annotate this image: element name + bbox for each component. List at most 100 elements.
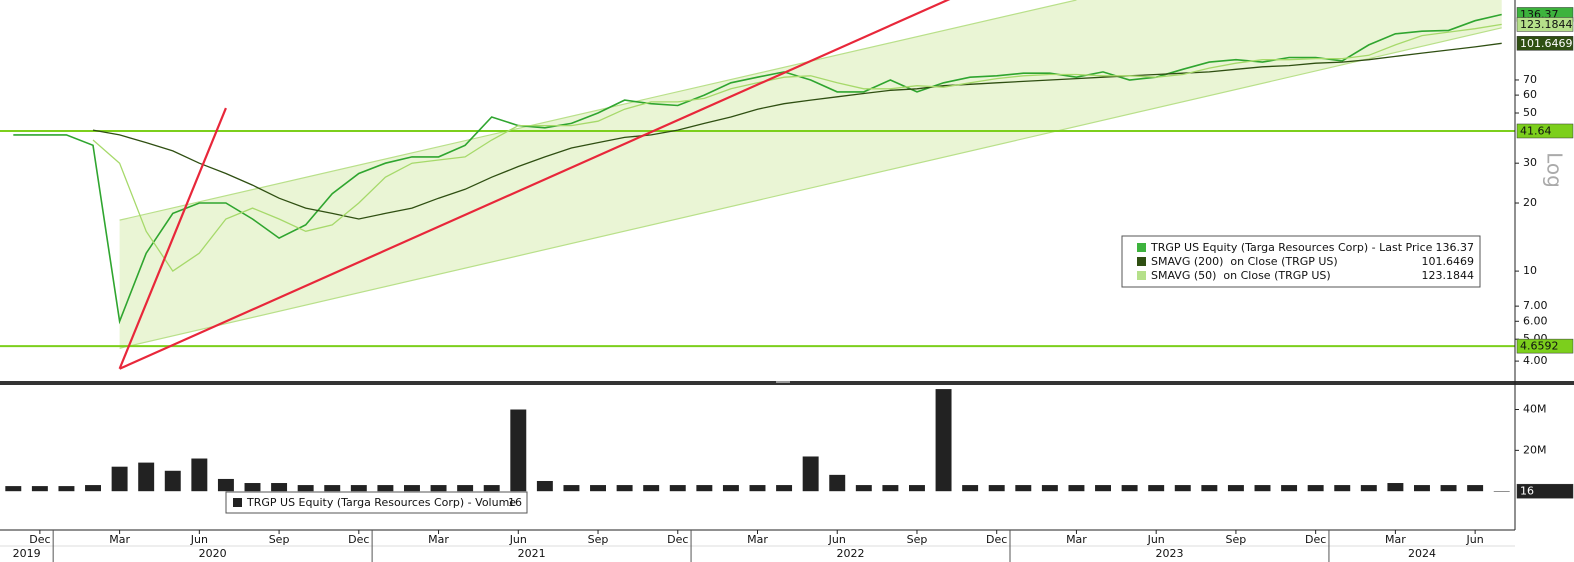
volume-bar: [909, 485, 925, 492]
year-label: 2022: [837, 547, 865, 560]
legend-name: SMAVG (200) on Close (TRGP US): [1151, 255, 1338, 268]
y-tick-label: 30: [1523, 156, 1537, 169]
volume-bar: [1414, 485, 1430, 492]
volume-bar: [802, 456, 819, 492]
volume-bar: [5, 486, 22, 492]
level-label-box: [1516, 338, 1574, 354]
last-value-label: 101.6469: [1520, 37, 1573, 50]
volume-bar: [483, 485, 500, 492]
legend-swatch: [1137, 243, 1146, 252]
x-tick-label: Mar: [747, 533, 768, 546]
volume-bar: [31, 486, 48, 492]
channel-edge: [119, 27, 1502, 349]
volume-bar: [457, 485, 474, 492]
y-tick-label: 70: [1523, 73, 1537, 86]
level-label: 41.64: [1520, 124, 1552, 137]
x-tick-label: Jun: [509, 533, 527, 546]
legend-name: SMAVG (50) on Close (TRGP US): [1151, 269, 1331, 282]
volume-bar: [935, 389, 952, 492]
series-line: [92, 42, 1502, 220]
volume-bar: [882, 485, 899, 492]
x-tick-label: Dec: [667, 533, 688, 546]
legend-value: 16: [508, 496, 522, 509]
trend-channel: [119, 0, 1502, 349]
x-tick-label: Dec: [348, 533, 369, 546]
volume-bar: [1015, 485, 1032, 492]
level-label: 4.6592: [1520, 340, 1559, 353]
series-line: [92, 23, 1502, 273]
volume-bar: [722, 485, 739, 492]
volume-bar: [1281, 485, 1298, 492]
volume-bar: [536, 480, 553, 492]
last-volume-label-box: [1516, 483, 1574, 499]
y-tick-label: 10: [1523, 264, 1537, 277]
legend-swatch: [233, 498, 242, 507]
volume-bar: [1148, 485, 1165, 492]
volume-bar: [563, 485, 580, 492]
volume-bar: [1121, 485, 1138, 492]
volume-bar: [1254, 485, 1271, 492]
volume-bar: [616, 485, 633, 492]
divider-handle[interactable]: [776, 381, 790, 383]
x-tick-label: Jun: [1466, 533, 1484, 546]
x-tick-label: Jun: [828, 533, 846, 546]
volume-bar: [1174, 485, 1191, 492]
y-tick-label: 60: [1523, 88, 1537, 101]
price-panel: [0, 0, 1515, 370]
volume-bar: [696, 485, 713, 492]
legend-value: 101.6469: [1422, 255, 1475, 268]
x-tick-label: Dec: [29, 533, 50, 546]
volume-panel: [5, 389, 1510, 492]
last-volume-label: 16: [1520, 485, 1534, 498]
legend-name: TRGP US Equity (Targa Resources Corp) - …: [1150, 241, 1433, 254]
x-tick-label: Sep: [269, 533, 290, 546]
volume-legend: [225, 491, 528, 514]
trend-line: [119, 0, 951, 370]
volume-bar: [430, 485, 447, 492]
volume-bar: [669, 485, 686, 492]
x-tick-label: Sep: [907, 533, 928, 546]
scale-label: Log: [1543, 152, 1567, 188]
volume-bar: [85, 485, 101, 492]
volume-bar: [324, 485, 341, 492]
volume-bar: [590, 485, 606, 492]
year-label: 2023: [1155, 547, 1183, 560]
x-tick-label: Jun: [190, 533, 208, 546]
volume-bar: [829, 474, 846, 492]
x-tick-label: Mar: [428, 533, 449, 546]
x-tick-label: Mar: [1066, 533, 1087, 546]
volume-bar: [244, 483, 261, 492]
year-label: 2020: [199, 547, 227, 560]
volume-bar: [962, 485, 979, 492]
last-value-label-box: [1516, 17, 1574, 32]
channel-edge: [119, 0, 1077, 221]
volume-bar: [1387, 483, 1404, 492]
volume-bar: [1095, 485, 1111, 492]
volume-bar: [1493, 491, 1510, 492]
x-tick-label: Mar: [109, 533, 130, 546]
y-tick-label: 50: [1523, 106, 1537, 119]
volume-bar: [988, 485, 1005, 492]
volume-bar: [404, 485, 420, 492]
level-label-box: [1516, 123, 1574, 139]
volume-bar: [191, 458, 208, 492]
volume-bar: [217, 478, 234, 492]
volume-bar: [138, 462, 155, 492]
volume-bar: [1041, 485, 1058, 492]
legend-value: 136.37: [1436, 241, 1475, 254]
volume-bar: [1201, 485, 1218, 492]
volume-bar: [271, 483, 288, 492]
volume-bar: [297, 485, 314, 492]
price-legend: [1121, 235, 1481, 288]
legend-value: 123.1844: [1422, 269, 1475, 282]
y-tick-label: 40M: [1523, 403, 1547, 416]
y-tick-label: 20: [1523, 196, 1537, 209]
trend-line: [118, 107, 227, 370]
year-label: 2019: [13, 547, 41, 560]
volume-bar: [164, 470, 181, 492]
year-label: 2021: [518, 547, 546, 560]
volume-bar: [111, 466, 128, 492]
